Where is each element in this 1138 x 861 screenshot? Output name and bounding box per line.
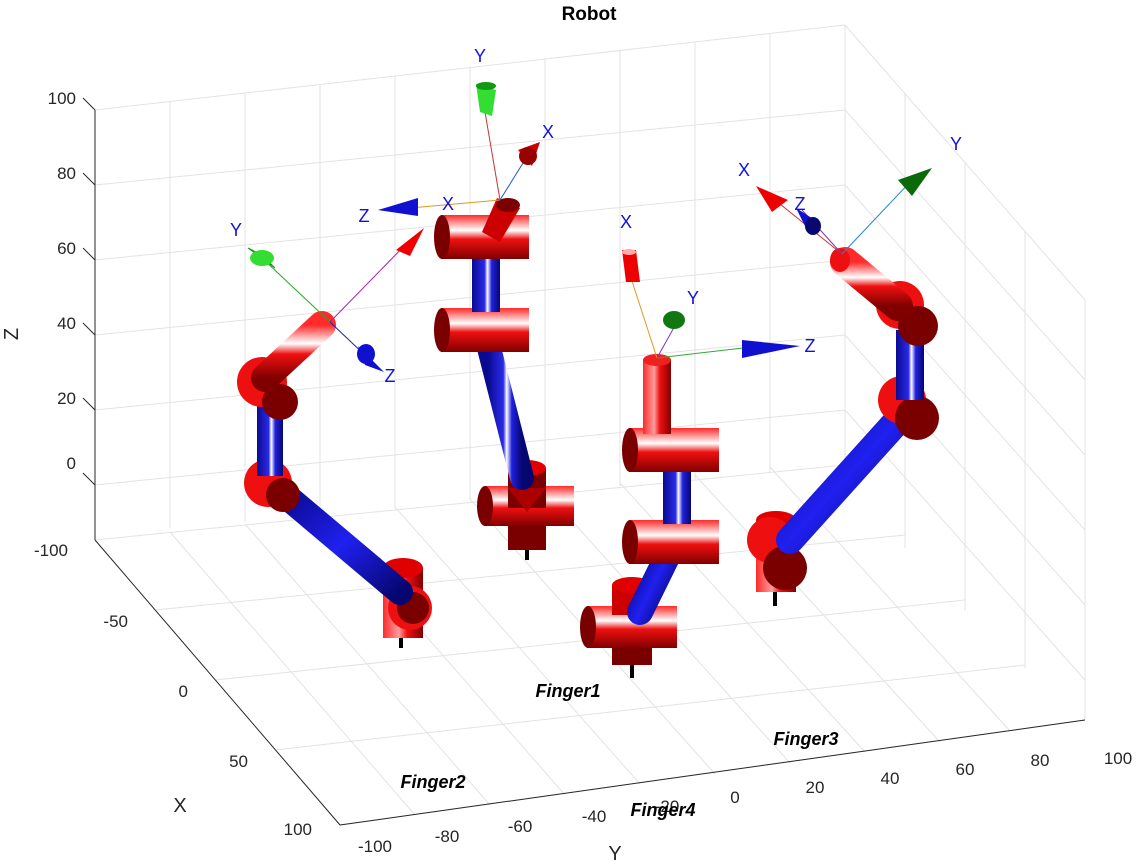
finger1-y-axis-arrow	[476, 84, 496, 116]
y-tick-neg20: -20	[655, 797, 680, 816]
finger4-x-axis-arrow	[622, 250, 640, 282]
finger4-z-axis-arrow	[742, 340, 800, 358]
finger4-x-frame-label: X	[620, 212, 632, 232]
finger1-z-axis-arrow	[378, 198, 418, 216]
finger2-z-frame-label: Z	[385, 366, 396, 386]
finger2-arm	[237, 228, 432, 648]
finger1-arm	[378, 82, 574, 560]
x-axis-label: X	[173, 795, 186, 817]
x-tick-labels: -100 -50 0 50 100	[34, 541, 312, 839]
z-tick-0: 0	[67, 454, 76, 473]
finger3-arm	[747, 168, 939, 606]
finger4-link-1	[627, 542, 681, 625]
finger1-link-2	[472, 252, 500, 312]
finger2-link-3	[251, 311, 336, 392]
finger1-x2-frame-label: X	[442, 194, 454, 214]
finger3-x-axis-arrow	[756, 186, 788, 212]
finger1-z-frame-label: Z	[359, 206, 370, 226]
finger4-joint-2	[629, 520, 719, 564]
x-tick-50: 50	[229, 752, 248, 771]
finger4-arm	[580, 249, 800, 678]
frame-axis-labels: Y X X Z Y Z X Y Z X Z Y	[230, 46, 962, 386]
finger4-y-frame-label: Y	[687, 288, 699, 308]
y-tick-80: 80	[1031, 751, 1050, 770]
finger1-joint-2	[441, 308, 529, 352]
finger4-label: Finger4	[630, 800, 695, 820]
y-tick-100: 100	[1104, 749, 1132, 768]
finger4-link-3	[643, 360, 671, 434]
finger3-y-frame-label: Y	[950, 134, 962, 154]
finger-labels: Finger1 Finger2 Finger3 Finger4	[400, 681, 838, 820]
y-tick-neg40: -40	[582, 807, 607, 826]
z-tick-20: 20	[57, 389, 76, 408]
finger1-y-frame-label: Y	[474, 46, 486, 66]
finger1-label: Finger1	[535, 681, 600, 701]
x-tick-0: 0	[179, 682, 188, 701]
finger4-joint-3	[629, 428, 719, 472]
z-tick-80: 80	[57, 164, 76, 183]
y-tick-40: 40	[881, 769, 900, 788]
finger1-x-frame-label: X	[542, 122, 554, 142]
z-tick-labels: 100 80 60 40 20 0	[48, 89, 76, 473]
finger3-x-frame-label: X	[738, 160, 750, 180]
plot-title: Robot	[562, 4, 618, 25]
y-tick-0: 0	[730, 788, 739, 807]
finger2-z-axis-arrow	[357, 344, 375, 364]
x-tick-neg50: -50	[103, 612, 128, 631]
finger2-y-frame-label: Y	[230, 220, 242, 240]
y-tick-labels: -100 -80 -60 -40 -20 0 20 40 60 80 100	[358, 749, 1132, 856]
finger1-link-1	[476, 332, 534, 490]
axis-lines	[82, 97, 1086, 826]
z-tick-40: 40	[57, 314, 76, 333]
finger3-link-3	[830, 247, 913, 321]
finger2-link-1	[272, 482, 413, 605]
y-tick-neg100: -100	[358, 837, 392, 856]
finger3-z-axis-arrow	[805, 217, 821, 235]
y-tick-neg80: -80	[435, 827, 460, 846]
finger1-joint-3	[441, 215, 529, 259]
finger4-y-axis-arrow	[663, 311, 685, 329]
y-tick-60: 60	[956, 760, 975, 779]
z-tick-60: 60	[57, 239, 76, 258]
finger3-y-axis-arrow	[898, 168, 932, 196]
finger4-link-2	[663, 462, 691, 524]
z-tick-100: 100	[48, 89, 76, 108]
z-axis-label: Z	[1, 328, 23, 340]
y-tick-20: 20	[806, 778, 825, 797]
y-tick-neg60: -60	[508, 817, 533, 836]
finger2-y-axis-arrow	[250, 250, 274, 266]
x-tick-100: 100	[284, 820, 312, 839]
finger4-z-frame-label: Z	[805, 336, 816, 356]
y-axis-label: Y	[608, 843, 621, 861]
finger3-z-frame-label: Z	[795, 194, 806, 214]
finger3-link-1	[776, 404, 914, 554]
x-tick-neg100: -100	[34, 541, 68, 560]
finger2-label: Finger2	[400, 772, 465, 792]
finger3-label: Finger3	[773, 729, 838, 749]
